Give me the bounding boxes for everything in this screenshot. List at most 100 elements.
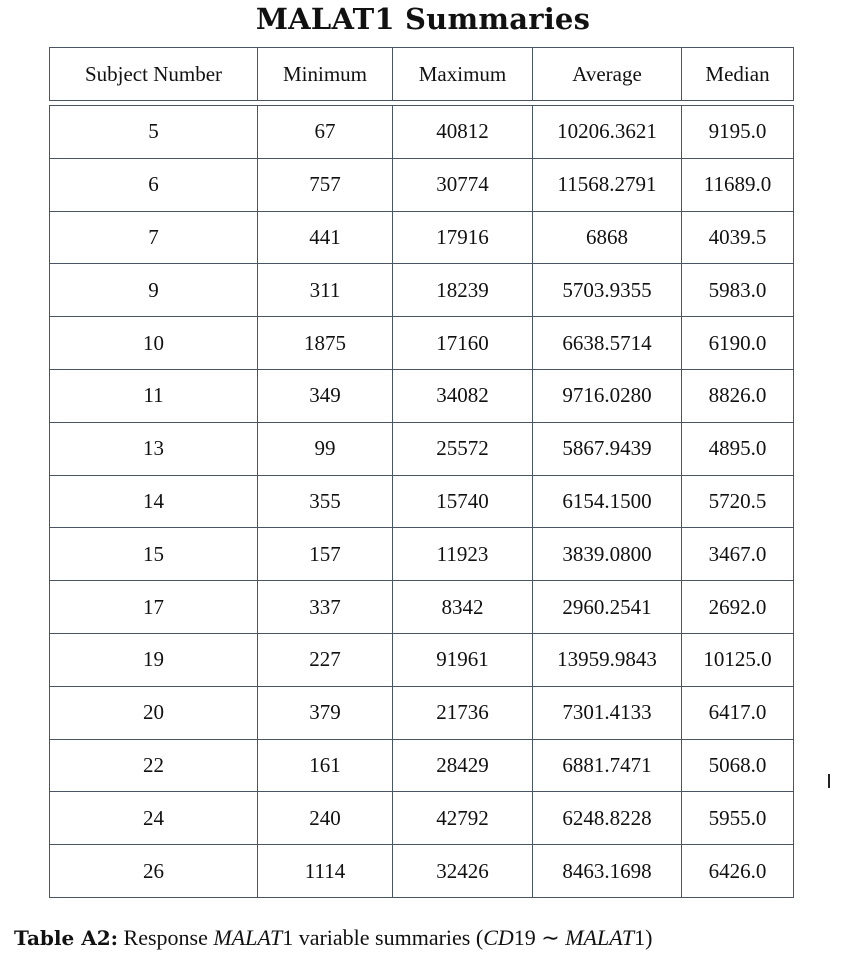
cell-subject-number: 20: [49, 685, 258, 740]
cell-average: 8463.1698: [532, 844, 682, 898]
cell-average: 6638.5714: [532, 316, 682, 370]
cell-maximum: 11923: [392, 527, 533, 582]
cell-subject-number: 5: [49, 105, 258, 159]
caption-variable: MALAT: [213, 925, 283, 950]
cell-minimum: 240: [257, 791, 393, 846]
cell-minimum: 355: [257, 474, 393, 529]
cell-subject-number: 14: [49, 474, 258, 529]
cell-median: 9195.0: [681, 105, 794, 159]
table-row: 22 161 28429 6881.7471 5068.0: [49, 738, 794, 793]
caption-label: Table A2:: [14, 926, 119, 950]
cell-minimum: 379: [257, 685, 393, 740]
cell-average: 6248.8228: [532, 791, 682, 846]
header-maximum: Maximum: [392, 47, 533, 101]
caption-formula-left-num: 19: [513, 925, 536, 950]
cell-maximum: 28429: [392, 738, 533, 793]
cell-maximum: 17160: [392, 316, 533, 370]
cell-average: 13959.9843: [532, 632, 682, 687]
cell-median: 2692.0: [681, 580, 794, 634]
cell-subject-number: 9: [49, 263, 258, 318]
cell-minimum: 1875: [257, 316, 393, 370]
cell-median: 5720.5: [681, 474, 794, 529]
cell-average: 6154.1500: [532, 474, 682, 529]
cell-average: 11568.2791: [532, 157, 682, 212]
table-row: 9 311 18239 5703.9355 5983.0: [49, 263, 794, 318]
table-header-row: Subject Number Minimum Maximum Average M…: [49, 47, 794, 101]
cell-minimum: 757: [257, 157, 393, 212]
margin-mark: [828, 774, 830, 788]
caption-close: ): [645, 925, 653, 950]
cell-median: 6417.0: [681, 685, 794, 740]
page-title: MALAT1 Summaries: [255, 2, 591, 36]
cell-minimum: 337: [257, 580, 393, 634]
table-row: 20 379 21736 7301.4133 6417.0: [49, 685, 794, 740]
cell-minimum: 99: [257, 421, 393, 476]
table-row: 15 157 11923 3839.0800 3467.0: [49, 527, 794, 582]
cell-subject-number: 13: [49, 421, 258, 476]
cell-average: 5703.9355: [532, 263, 682, 318]
table-row: 13 99 25572 5867.9439 4895.0: [49, 421, 794, 476]
cell-maximum: 30774: [392, 157, 533, 212]
cell-maximum: 40812: [392, 105, 533, 159]
cell-median: 4895.0: [681, 421, 794, 476]
cell-minimum: 227: [257, 632, 393, 687]
cell-average: 10206.3621: [532, 105, 682, 159]
caption-formula-left: CD: [483, 925, 514, 950]
cell-average: 6881.7471: [532, 738, 682, 793]
cell-subject-number: 11: [49, 368, 258, 423]
table-row: 5 67 40812 10206.3621 9195.0: [49, 105, 794, 159]
cell-median: 6426.0: [681, 844, 794, 898]
cell-maximum: 25572: [392, 421, 533, 476]
cell-subject-number: 15: [49, 527, 258, 582]
caption-text-after: variable summaries (: [298, 925, 484, 950]
cell-subject-number: 17: [49, 580, 258, 634]
cell-maximum: 15740: [392, 474, 533, 529]
cell-maximum: 42792: [392, 791, 533, 846]
cell-median: 4039.5: [681, 210, 794, 265]
table-row: 11 349 34082 9716.0280 8826.0: [49, 368, 794, 423]
caption-formula-right: MALAT: [565, 925, 635, 950]
table-row: 26 1114 32426 8463.1698 6426.0: [49, 844, 794, 898]
cell-subject-number: 26: [49, 844, 258, 898]
cell-subject-number: 19: [49, 632, 258, 687]
table-row: 10 1875 17160 6638.5714 6190.0: [49, 316, 794, 370]
cell-maximum: 8342: [392, 580, 533, 634]
cell-median: 5955.0: [681, 791, 794, 846]
cell-average: 2960.2541: [532, 580, 682, 634]
header-median: Median: [681, 47, 794, 101]
table-row: 17 337 8342 2960.2541 2692.0: [49, 580, 794, 634]
cell-average: 9716.0280: [532, 368, 682, 423]
cell-maximum: 91961: [392, 632, 533, 687]
cell-subject-number: 24: [49, 791, 258, 846]
table-row: 7 441 17916 6868 4039.5: [49, 210, 794, 265]
cell-minimum: 441: [257, 210, 393, 265]
header-separator: [49, 100, 794, 106]
caption-tilde: ∼: [541, 925, 560, 950]
cell-subject-number: 6: [49, 157, 258, 212]
table-row: 14 355 15740 6154.1500 5720.5: [49, 474, 794, 529]
caption-formula-right-num: 1: [634, 925, 646, 950]
cell-average: 7301.4133: [532, 685, 682, 740]
caption-text-before: Response: [123, 925, 208, 950]
cell-median: 11689.0: [681, 157, 794, 212]
header-minimum: Minimum: [257, 47, 393, 101]
cell-subject-number: 10: [49, 316, 258, 370]
table-row: 6 757 30774 11568.2791 11689.0: [49, 157, 794, 212]
cell-subject-number: 22: [49, 738, 258, 793]
cell-median: 5983.0: [681, 263, 794, 318]
cell-subject-number: 7: [49, 210, 258, 265]
cell-maximum: 32426: [392, 844, 533, 898]
cell-median: 10125.0: [681, 632, 794, 687]
cell-average: 6868: [532, 210, 682, 265]
cell-average: 5867.9439: [532, 421, 682, 476]
cell-maximum: 17916: [392, 210, 533, 265]
cell-average: 3839.0800: [532, 527, 682, 582]
table-row: 24 240 42792 6248.8228 5955.0: [49, 791, 794, 846]
cell-median: 5068.0: [681, 738, 794, 793]
cell-minimum: 67: [257, 105, 393, 159]
summary-table: Subject Number Minimum Maximum Average M…: [49, 47, 794, 898]
table-caption: Table A2: Response MALAT1 variable summa…: [14, 925, 844, 951]
header-average: Average: [532, 47, 682, 101]
caption-variable-num: 1: [282, 925, 294, 950]
cell-minimum: 157: [257, 527, 393, 582]
